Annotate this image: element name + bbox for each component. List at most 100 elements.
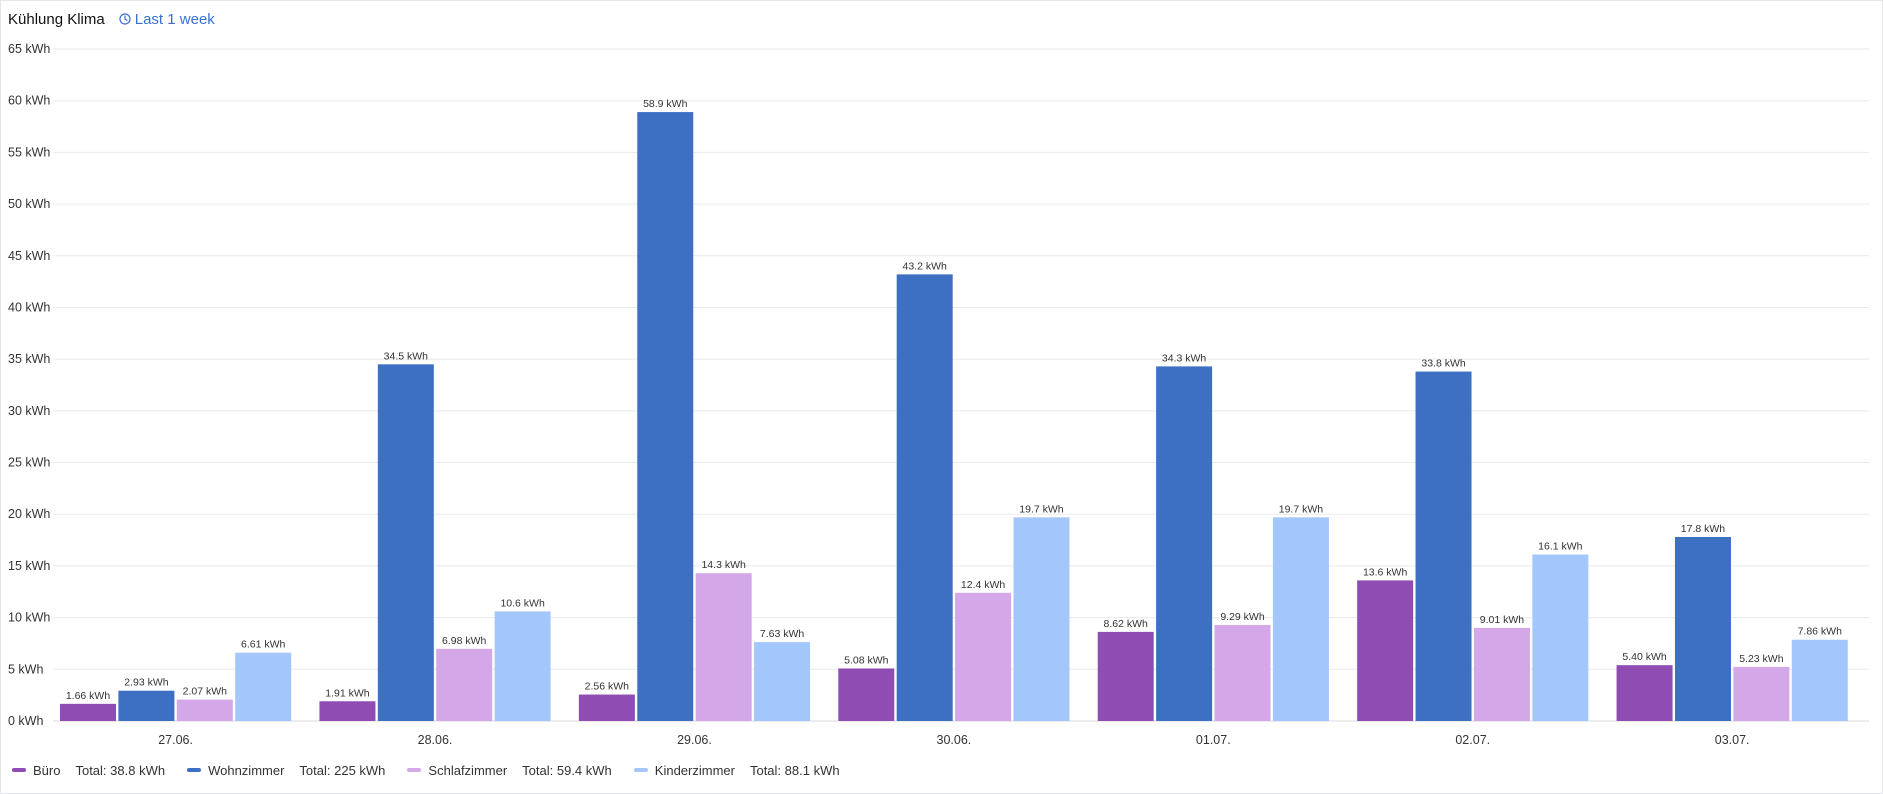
data-label: 19.7 kWh <box>1279 503 1324 515</box>
y-tick-label: 65 kWh <box>8 42 50 56</box>
data-label: 10.6 kWh <box>500 597 545 609</box>
data-label: 12.4 kWh <box>961 579 1006 591</box>
data-label: 19.7 kWh <box>1019 503 1064 515</box>
data-label: 9.29 kWh <box>1220 611 1265 623</box>
y-tick-label: 10 kWh <box>8 611 50 625</box>
bar-büro-6 <box>1616 665 1673 721</box>
y-tick-label: 55 kWh <box>8 145 50 159</box>
bar-büro-1 <box>319 701 376 721</box>
panel-header: Kühlung Klima Last 1 week <box>8 9 215 29</box>
bar-kinderzimmer-5 <box>1532 554 1589 721</box>
legend-item-büro[interactable]: Büro Total: 38.8 kWh <box>12 763 165 778</box>
data-label: 7.63 kWh <box>760 628 805 640</box>
bar-kinderzimmer-1 <box>494 611 551 721</box>
x-tick-label: 30.06. <box>937 733 972 747</box>
bar-kinderzimmer-0 <box>235 652 292 721</box>
bar-wohnzimmer-2 <box>637 112 694 721</box>
x-tick-label: 29.06. <box>677 733 712 747</box>
x-tick-label: 27.06. <box>158 733 193 747</box>
data-label: 13.6 kWh <box>1363 566 1408 578</box>
data-label: 5.08 kWh <box>844 654 889 666</box>
legend-series-total: Total: 225 kWh <box>299 762 386 778</box>
legend-item-kinderzimmer[interactable]: Kinderzimmer Total: 88.1 kWh <box>633 762 840 778</box>
bar-chart: 0 kWh 5 kWh 10 kWh 15 kWh 20 kWh 25 kWh 30 kWh… <box>8 42 1869 747</box>
data-label: 34.5 kWh <box>384 350 429 362</box>
data-label: 5.40 kWh <box>1622 651 1667 663</box>
data-label: 1.66 kWh <box>66 690 111 702</box>
time-range-picker[interactable]: Last 1 week <box>119 11 215 28</box>
legend-swatch <box>407 768 422 772</box>
data-label: 1.91 kWh <box>325 687 370 699</box>
data-label: 43.2 kWh <box>903 260 948 272</box>
legend-series-name: Wohnzimmer <box>208 762 285 778</box>
bar-schlafzimmer-2 <box>695 573 752 721</box>
bar-wohnzimmer-4 <box>1156 366 1213 721</box>
data-label: 7.86 kWh <box>1798 626 1843 638</box>
bar-schlafzimmer-3 <box>955 592 1012 721</box>
bar-schlafzimmer-1 <box>436 648 493 721</box>
legend-series-name: Schlafzimmer <box>428 762 508 778</box>
data-label: 2.56 kWh <box>585 681 630 693</box>
bar-kinderzimmer-2 <box>754 642 811 721</box>
bar-wohnzimmer-6 <box>1674 536 1731 721</box>
bar-wohnzimmer-1 <box>377 364 434 721</box>
bar-kinderzimmer-6 <box>1791 639 1848 721</box>
bar-schlafzimmer-4 <box>1214 624 1271 721</box>
data-label: 34.3 kWh <box>1162 352 1207 364</box>
y-tick-label: 40 kWh <box>8 300 50 314</box>
y-tick-label: 30 kWh <box>8 404 50 418</box>
y-tick-label: 15 kWh <box>8 559 50 573</box>
y-tick-label: 60 kWh <box>8 94 50 108</box>
legend-series-total: Total: 88.1 kWh <box>749 762 840 778</box>
y-tick-label: 45 kWh <box>8 249 50 263</box>
data-label: 33.8 kWh <box>1421 358 1466 370</box>
time-range-label: Last 1 week <box>134 10 215 28</box>
data-label: 58.9 kWh <box>643 98 688 110</box>
data-label: 2.93 kWh <box>124 677 169 689</box>
data-label: 9.01 kWh <box>1480 614 1525 626</box>
data-label: 6.61 kWh <box>241 639 286 651</box>
bar-schlafzimmer-6 <box>1733 666 1790 721</box>
data-label: 2.07 kWh <box>183 686 228 698</box>
bar-schlafzimmer-5 <box>1473 627 1530 721</box>
y-tick-label: 5 kWh <box>8 662 43 676</box>
data-label: 6.98 kWh <box>442 635 487 647</box>
bar-büro-4 <box>1097 631 1154 721</box>
legend-series-name: Büro <box>33 762 61 778</box>
x-tick-label: 02.07. <box>1455 733 1490 747</box>
chart-legend: Büro Total: 38.8 kWh Wohnzimmer Total: 225 … <box>12 761 840 779</box>
bar-büro-3 <box>838 668 895 721</box>
data-label: 17.8 kWh <box>1681 523 1726 535</box>
data-label: 5.23 kWh <box>1739 653 1784 665</box>
data-label: 14.3 kWh <box>701 559 746 571</box>
legend-item-schlafzimmer[interactable]: Schlafzimmer Total: 59.4 kWh <box>407 762 612 778</box>
bar-wohnzimmer-3 <box>896 274 953 721</box>
legend-series-total: Total: 38.8 kWh <box>75 762 166 778</box>
panel-title: Kühlung Klima <box>8 10 105 28</box>
clock-icon <box>119 13 131 25</box>
x-tick-label: 01.07. <box>1196 733 1231 747</box>
legend-series-total: Total: 59.4 kWh <box>522 762 612 778</box>
y-tick-label: 35 kWh <box>8 352 50 366</box>
data-label: 8.62 kWh <box>1104 618 1149 630</box>
bar-wohnzimmer-5 <box>1415 371 1472 721</box>
y-tick-label: 50 kWh <box>8 197 50 211</box>
legend-swatch <box>187 768 202 772</box>
legend-swatch <box>12 768 26 772</box>
bar-büro-0 <box>60 703 116 721</box>
y-tick-label: 20 kWh <box>8 507 50 521</box>
y-tick-label: 25 kWh <box>8 456 50 470</box>
x-tick-label: 28.06. <box>418 733 453 747</box>
legend-item-wohnzimmer[interactable]: Wohnzimmer Total: 225 kWh <box>187 763 385 778</box>
bar-kinderzimmer-3 <box>1013 517 1070 721</box>
bar-büro-2 <box>578 694 635 721</box>
legend-series-name: Kinderzimmer <box>654 762 735 778</box>
x-tick-label: 03.07. <box>1715 733 1750 747</box>
bar-wohnzimmer-0 <box>118 690 175 721</box>
bar-büro-5 <box>1357 580 1414 721</box>
bar-schlafzimmer-0 <box>176 699 233 721</box>
y-tick-label: 0 kWh <box>8 714 43 728</box>
data-label: 16.1 kWh <box>1538 541 1583 553</box>
legend-swatch <box>633 768 648 772</box>
